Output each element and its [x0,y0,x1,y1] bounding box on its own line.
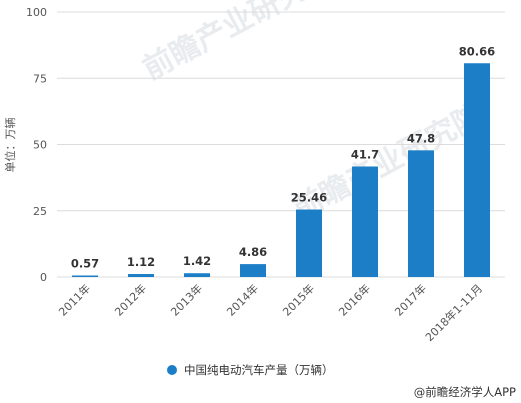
x-tick-label: 2014年 [224,281,261,318]
bar [184,273,210,277]
bar [128,274,154,277]
y-axis-label: 单位：万辆 [3,118,17,173]
data-labels: 0.57 1.12 1.42 4.86 25.46 41.7 47.8 80.66 [71,44,495,270]
bar [352,166,378,277]
data-label: 41.7 [351,147,379,161]
gridlines [57,11,505,278]
data-label: 25.46 [291,191,327,205]
bar [296,209,322,277]
y-axis-ticks: 0 25 50 75 100 [26,6,47,284]
y-tick-label: 0 [40,271,47,284]
data-label: 47.8 [407,131,435,145]
watermark-text: 前瞻产业研究院 [287,98,489,227]
x-axis-ticks: 2011年 2012年 2013年 2014年 2015年 2016年 2017年2018年… [56,281,485,344]
x-tick-label: 2017年 [392,281,429,318]
bar [464,63,490,277]
x-tick-label: 2012年 [112,281,149,318]
legend-marker [167,365,177,375]
data-label: 0.57 [71,256,99,270]
x-tick-label: 2016年 [336,281,373,318]
legend-label: 中国纯电动汽车产量（万辆） [184,363,334,377]
data-label: 1.12 [127,255,155,269]
x-tick-label: 2013年 [168,281,205,318]
y-tick-label: 75 [33,72,47,85]
bar [408,150,434,277]
x-tick-label: 2011年 [56,281,93,318]
y-tick-label: 25 [33,205,47,218]
bars [72,63,490,277]
bar [72,275,98,277]
y-tick-label: 50 [33,139,47,152]
data-label: 4.86 [239,245,267,259]
x-tick-label: 2018年1-11月 [422,281,485,344]
x-tick-label: 2015年 [280,281,317,318]
legend: 中国纯电动汽车产量（万辆） [167,363,334,377]
watermark-text: 前瞻产业研究院 [137,0,339,87]
source-credit: @前瞻经济学人APP [414,385,516,399]
data-label: 80.66 [459,44,495,58]
data-label: 1.42 [183,254,211,268]
y-tick-label: 100 [26,6,47,19]
bar [240,264,266,277]
